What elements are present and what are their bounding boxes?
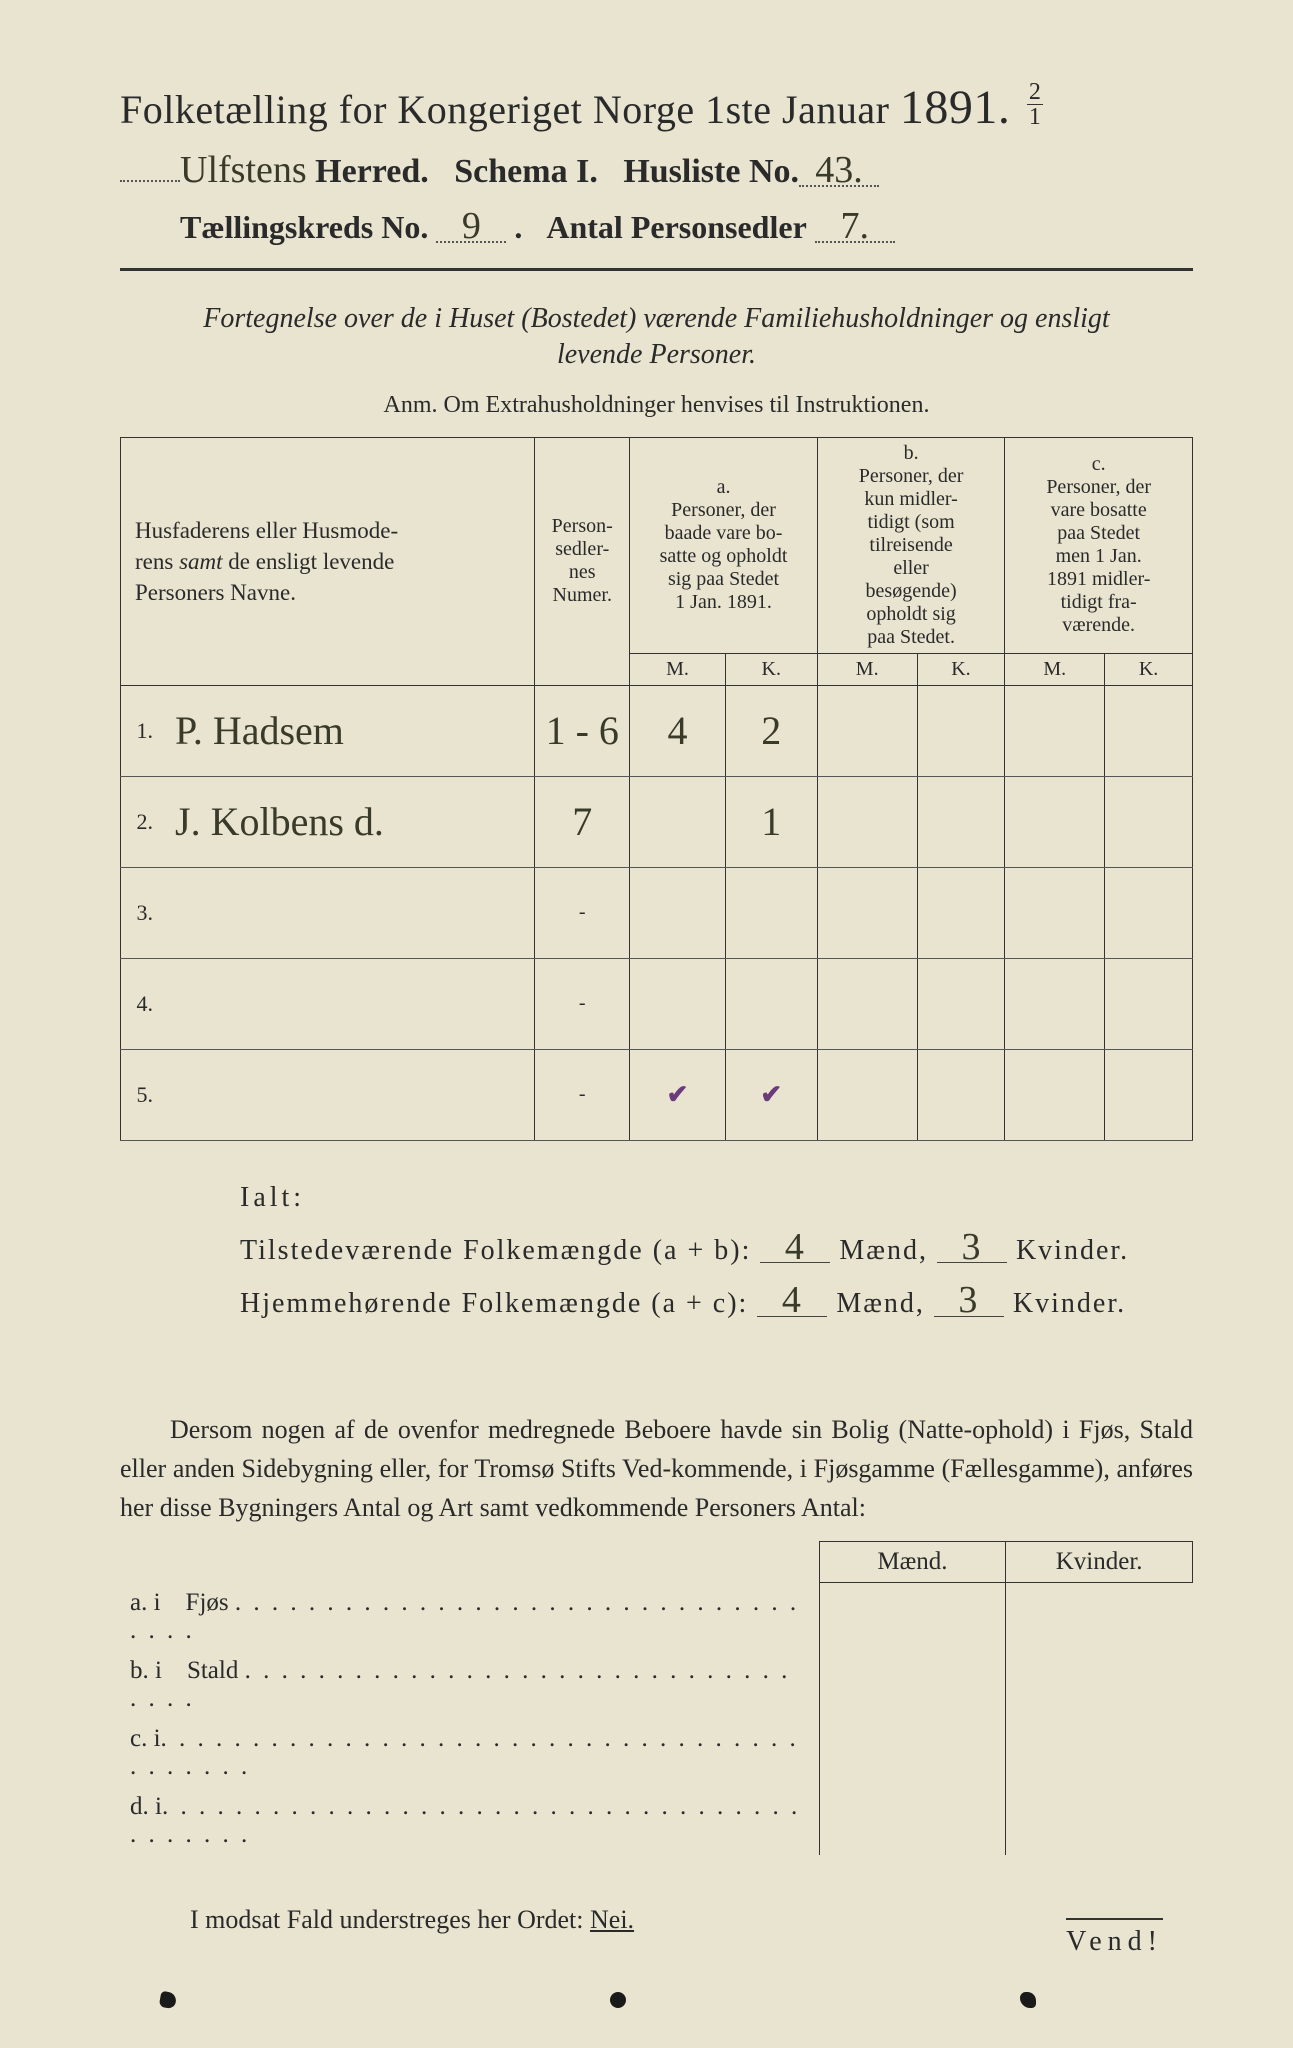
herred-label: Herred.	[315, 153, 429, 190]
kreds-no: 9	[436, 211, 506, 243]
subhead-b-k: K.	[917, 653, 1005, 685]
herred-value: Ulfstens	[180, 155, 307, 185]
antal-label: Antal Personsedler	[546, 209, 806, 245]
subhead-b-m: M.	[817, 653, 917, 685]
tilstede-m: 4	[760, 1232, 830, 1263]
check-m: ✔	[667, 1079, 689, 1109]
dwelling-row: c. i. . . . . . . . . . . . . . . . . . …	[120, 1719, 1193, 1787]
name-2: J. Kolbens d.	[175, 799, 384, 844]
dwelling-row: b. i Stald . . . . . . . . . . . . . . .…	[120, 1651, 1193, 1719]
nei-word: Nei.	[590, 1905, 634, 1934]
schema-label: Schema I.	[454, 153, 598, 190]
kreds-line: Tællingskreds No. 9 . Antal Personsedler…	[120, 209, 1193, 246]
col-head-num: Person-sedler-nesNumer.	[535, 437, 630, 685]
table-row: 2. J. Kolbens d. 7 1	[121, 776, 1193, 867]
small-head-kvinder: Kvinder.	[1006, 1542, 1193, 1583]
modsat-line: I modsat Fald understreges her Ordet: Ne…	[120, 1905, 1193, 1935]
fraction-mark: 2 1	[1027, 80, 1044, 129]
title-prefix: Folketælling for Kongeriget Norge 1ste J…	[120, 87, 889, 132]
punch-hole	[610, 1992, 626, 2008]
col-head-a: a.Personer, derbaade vare bo-satte og op…	[630, 437, 818, 653]
subhead-c-m: M.	[1005, 653, 1105, 685]
anm-note: Anm. Om Extrahusholdninger henvises til …	[120, 392, 1193, 419]
main-title: Folketælling for Kongeriget Norge 1ste J…	[120, 80, 1193, 135]
col-head-c: c.Personer, dervare bosattepaa Stedetmen…	[1005, 437, 1193, 653]
totals-block: Ialt: Tilstedeværende Folkemængde (a + b…	[120, 1171, 1193, 1331]
table-row: 3. -	[121, 867, 1193, 958]
dwelling-table: Mænd. Kvinder. a. i Fjøs . . . . . . . .…	[120, 1541, 1193, 1855]
table-row: 4. -	[121, 958, 1193, 1049]
dwelling-paragraph: Dersom nogen af de ovenfor medregnede Be…	[120, 1410, 1193, 1527]
dwelling-row: a. i Fjøs . . . . . . . . . . . . . . . …	[120, 1583, 1193, 1651]
husliste-no: 43.	[799, 155, 879, 187]
ialt-label: Ialt:	[240, 1171, 1193, 1224]
table-row: 5. - ✔ ✔	[121, 1049, 1193, 1140]
col-head-b: b.Personer, derkun midler-tidigt (somtil…	[817, 437, 1005, 653]
dwelling-row: d. i. . . . . . . . . . . . . . . . . . …	[120, 1787, 1193, 1855]
husliste-label: Husliste No.	[623, 153, 799, 190]
name-1: P. Hadsem	[175, 708, 344, 753]
check-k: ✔	[760, 1079, 782, 1109]
title-year: 1891.	[900, 81, 1011, 134]
tilstede-k: 3	[937, 1232, 1007, 1263]
num-2: 7	[572, 799, 592, 844]
subhead-a-k: K.	[725, 653, 817, 685]
subtitle: Fortegnelse over de i Huset (Bostedet) v…	[120, 301, 1193, 374]
col-head-names: Husfaderens eller Husmode-rens samt de e…	[121, 437, 535, 685]
kreds-label: Tællingskreds No.	[180, 209, 428, 245]
num-1: 1 - 6	[546, 708, 619, 753]
household-table: Husfaderens eller Husmode-rens samt de e…	[120, 437, 1193, 1141]
antal-no: 7.	[815, 211, 895, 243]
vend-label: Vend!	[1066, 1918, 1163, 1958]
small-head-maend: Mænd.	[819, 1542, 1006, 1583]
divider	[120, 268, 1193, 271]
subhead-c-k: K.	[1105, 653, 1193, 685]
census-form-page: Folketælling for Kongeriget Norge 1ste J…	[0, 0, 1293, 2048]
subhead-a-m: M.	[630, 653, 725, 685]
totals-line-1: Tilstedeværende Folkemængde (a + b): 4 M…	[240, 1224, 1193, 1277]
punch-hole	[1020, 1992, 1036, 2008]
herred-line: Ulfstens Herred. Schema I. Husliste No.4…	[120, 153, 1193, 191]
hjemme-m: 4	[757, 1285, 827, 1316]
table-row: 1. P. Hadsem 1 - 6 4 2	[121, 685, 1193, 776]
totals-line-2: Hjemmehørende Folkemængde (a + c): 4 Mæn…	[240, 1277, 1193, 1330]
hjemme-k: 3	[934, 1285, 1004, 1316]
punch-hole	[159, 1991, 178, 2010]
